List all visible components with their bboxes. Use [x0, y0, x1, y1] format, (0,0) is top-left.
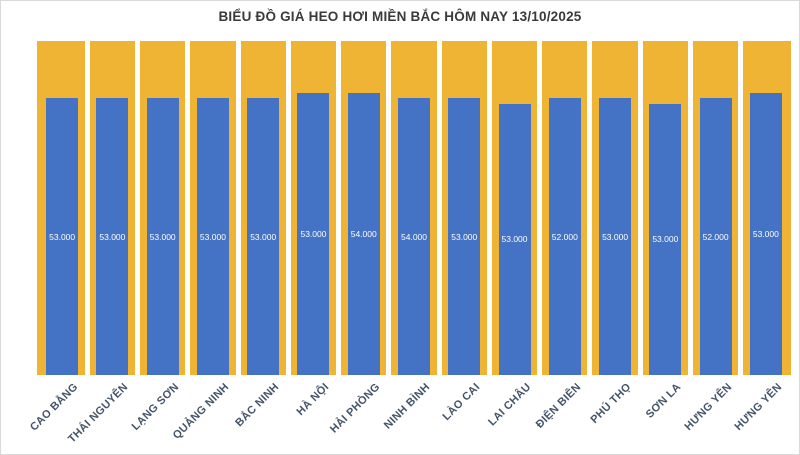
bar [297, 93, 330, 375]
bar-value-label: 54.000 [401, 231, 427, 242]
x-axis-label: HẢI PHÒNG [327, 381, 383, 436]
x-axis-label: ĐIỆN BIÊN [533, 381, 584, 431]
column-separator [637, 41, 643, 375]
bar-value-label: 53.000 [451, 231, 478, 242]
column-separator [285, 41, 291, 375]
column-separator [738, 41, 744, 375]
bar [649, 103, 682, 375]
bar-value-label: 53.000 [250, 231, 277, 242]
chart-title: BIỂU ĐỒ GIÁ HEO HƠI MIỀN BẮC HÔM NAY 13/… [218, 9, 582, 24]
bar [699, 98, 732, 375]
bar-value-label: 52.000 [702, 231, 729, 242]
bar-value-label: 53.000 [49, 231, 76, 242]
x-axis-label: BẮC NINH [233, 381, 282, 430]
x-axis-label: THÁI NGUYÊN [66, 381, 131, 446]
column-separator [436, 41, 442, 375]
bar [46, 98, 79, 375]
column-separator [84, 41, 90, 375]
bar [398, 98, 430, 375]
bar-value-label: 53.000 [99, 231, 126, 242]
x-axis-label: LAI CHÂU [485, 381, 534, 429]
x-axis-label: SƠN LA [644, 381, 684, 421]
bar-value-label: 53.000 [199, 231, 226, 242]
x-axis-label: HƯNG YÊN [732, 381, 785, 433]
x-axis-label: HƯNG YÊN [682, 381, 735, 433]
bar [196, 98, 229, 375]
plot-area: 53.000 53.000 53.000 53.000 53.000 53.000 54.0… [37, 41, 791, 375]
x-axis-label: CAO BẰNG [28, 381, 81, 434]
column-separator [336, 41, 342, 375]
bar [599, 98, 632, 375]
x-axis-label: NINH BÌNH [381, 381, 433, 432]
x-axis-label: LÀO CAI [440, 381, 483, 423]
x-axis-label: QUẢNG NINH [170, 381, 232, 442]
bar-value-label: 53.000 [652, 234, 679, 245]
bar-value-label: 54.000 [350, 229, 377, 240]
bar [247, 98, 280, 375]
x-axis-label: HÀ NỘI [294, 381, 332, 418]
x-axis-label: PHÚ THỌ [588, 381, 634, 426]
bar [548, 98, 581, 375]
bar [749, 93, 782, 375]
bar [96, 98, 129, 375]
bar-value-label: 53.000 [752, 229, 779, 240]
bar [498, 103, 531, 375]
x-axis-label: LẠNG SƠN [129, 381, 182, 433]
column-separator [386, 41, 392, 375]
bar [347, 93, 380, 375]
column-separator [687, 41, 693, 375]
column-separator [537, 41, 543, 375]
column-separator [235, 41, 241, 375]
bar-value-label: 52.000 [551, 231, 578, 242]
bar-value-label: 53.000 [149, 231, 176, 242]
column-separator [185, 41, 191, 375]
bar-value-label: 53.000 [602, 231, 629, 242]
column-separator [587, 41, 593, 375]
column-separator [135, 41, 141, 375]
bar [448, 98, 481, 375]
column-separator [486, 41, 492, 375]
bar-value-label: 53.000 [300, 229, 327, 240]
bar-value-label: 53.000 [501, 234, 528, 245]
bar [146, 98, 179, 375]
